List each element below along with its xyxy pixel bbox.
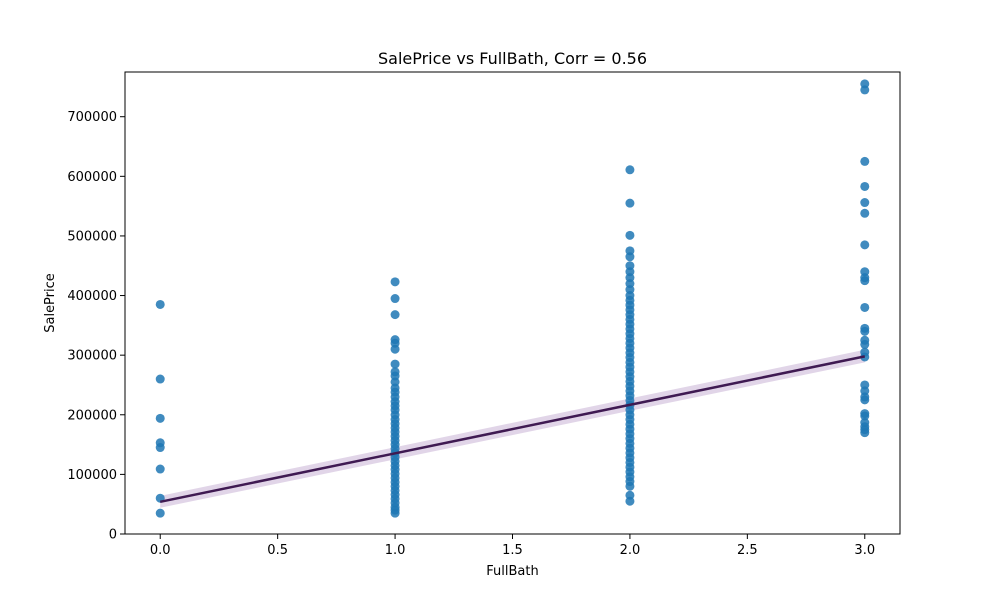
axes-frame — [124, 71, 901, 535]
y-tick-label: 400000 — [67, 289, 117, 304]
x-axis-ticks: 0.0 0.5 1.0 1.5 2.0 2.5 3.0 — [150, 534, 875, 558]
data-point — [625, 496, 635, 506]
data-point — [860, 85, 870, 95]
y-tick-label: 200000 — [67, 408, 117, 423]
y-tick-label: 300000 — [67, 349, 117, 364]
data-point — [625, 198, 635, 208]
x-tick-label: 0.0 — [150, 543, 171, 558]
y-axis-ticks: 0 100000 200000 300000 400000 500000 600000 700… — [67, 110, 125, 543]
data-point — [860, 156, 870, 166]
regression-line — [159, 355, 866, 504]
y-tick-label: 500000 — [67, 229, 117, 244]
y-tick-label: 0 — [109, 528, 117, 543]
data-point — [390, 277, 400, 287]
data-point — [390, 310, 400, 320]
y-tick-label: 700000 — [67, 110, 117, 125]
data-point — [860, 302, 870, 312]
data-point — [625, 481, 635, 491]
data-point — [625, 252, 635, 262]
data-point — [860, 395, 870, 405]
data-point — [860, 208, 870, 218]
chart-title: SalePrice vs FullBath, Corr = 0.56 — [378, 49, 647, 68]
x-tick-label: 1.0 — [385, 543, 406, 558]
x-tick-label: 3.0 — [854, 543, 875, 558]
data-point — [860, 428, 870, 438]
x-tick-label: 2.0 — [620, 543, 641, 558]
data-point — [860, 181, 870, 191]
data-point — [390, 508, 400, 518]
regression-line-layer — [159, 355, 866, 504]
data-point — [860, 339, 870, 349]
data-point — [390, 359, 400, 369]
data-point — [860, 276, 870, 286]
data-point — [155, 413, 165, 423]
data-point — [155, 464, 165, 474]
data-point — [625, 230, 635, 240]
y-axis-title: SalePrice — [43, 273, 58, 333]
data-point — [390, 294, 400, 304]
data-point — [860, 411, 870, 421]
data-point — [625, 165, 635, 175]
y-tick-label: 100000 — [67, 468, 117, 483]
x-tick-label: 1.5 — [502, 543, 523, 558]
data-point — [390, 344, 400, 354]
data-point — [155, 508, 165, 518]
data-point — [860, 240, 870, 250]
y-tick-label: 600000 — [67, 170, 117, 185]
x-tick-label: 0.5 — [267, 543, 288, 558]
x-axis-title: FullBath — [486, 564, 538, 579]
data-point — [860, 198, 870, 208]
data-point — [155, 374, 165, 384]
data-point — [155, 443, 165, 453]
points-layer — [155, 79, 870, 518]
data-point — [155, 299, 165, 309]
plot-area — [124, 71, 901, 535]
data-point — [860, 326, 870, 336]
x-tick-label: 2.5 — [737, 543, 758, 558]
